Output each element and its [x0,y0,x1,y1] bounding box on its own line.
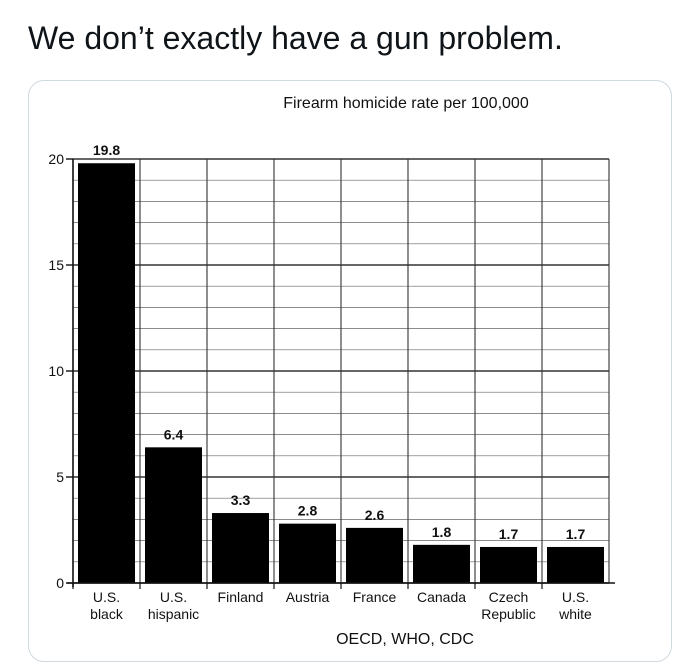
bar-5 [413,544,470,583]
bar-2 [212,513,269,583]
x-tick-label: black [90,606,124,622]
bar-0 [78,163,135,583]
chart-title: Firearm homicide rate per 100,000 [283,95,529,112]
bar-4 [346,527,403,583]
y-tick-label: 10 [48,363,64,379]
x-tick-label: Czech [489,589,529,605]
data-label: 1.8 [432,524,452,540]
y-tick-label: 20 [48,151,64,167]
x-tick-label: Republic [481,606,535,622]
data-label: 1.7 [566,526,586,542]
chart-source: OECD, WHO, CDC [336,631,474,648]
data-label: 6.4 [164,426,184,442]
bar-6 [480,546,537,583]
x-tick-label: U.S. [93,589,120,605]
x-tick-label: U.S. [160,589,187,605]
x-tick-label: France [353,589,397,605]
bars-layer [78,163,604,583]
x-tick-label: U.S. [562,589,589,605]
x-tick-label: hispanic [148,606,199,622]
bar-7 [547,546,604,583]
y-tick-label: 15 [48,257,64,273]
data-label: 2.8 [298,503,318,519]
chart-image-card[interactable]: Firearm homicide rate per 100,000 0 5 10 15… [28,80,672,662]
x-tick-label: white [558,606,592,622]
data-label: 3.3 [231,492,251,508]
y-tick-label: 0 [56,575,64,591]
tweet-text: We don’t exactly have a gun problem. [28,20,563,56]
data-label: 19.8 [93,142,120,158]
data-label: 2.6 [365,507,385,523]
bar-3 [279,523,336,583]
data-label: 1.7 [499,526,519,542]
x-tick-label: Finland [218,589,264,605]
y-tick-label: 5 [56,469,64,485]
bar-1 [145,447,202,583]
x-tick-label: Canada [417,589,466,605]
x-tick-label: Austria [286,589,330,605]
labels-layer: 19.8 6.4 3.3 2.8 2.6 1.8 1.7 1.7 [93,142,586,542]
bar-chart: Firearm homicide rate per 100,000 0 5 10 15… [48,95,615,648]
